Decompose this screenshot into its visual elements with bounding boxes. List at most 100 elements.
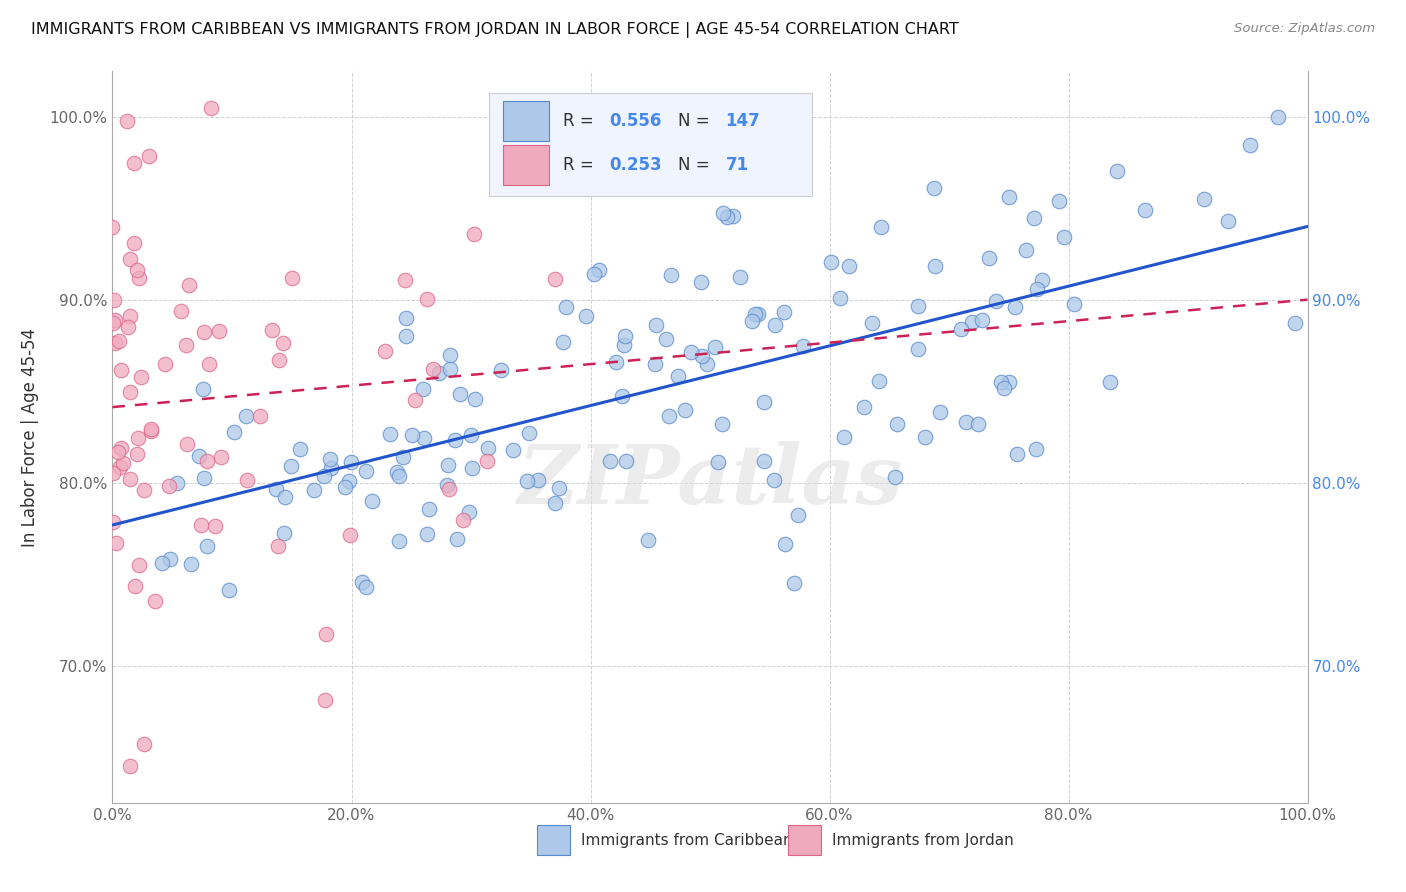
Point [422,362,444,376]
Point [111,456,134,470]
Point [170,304,193,318]
Point [208,324,231,338]
Point [696,357,718,371]
Point [128,270,150,285]
Point [1099,375,1122,389]
Point [461,461,484,475]
Point [852,401,875,415]
Point [610,389,633,403]
Point [108,459,131,474]
Point [645,318,668,332]
Point [139,424,162,438]
Point [752,454,775,468]
Point [115,113,138,128]
Point [744,307,766,321]
Point [312,469,335,483]
FancyBboxPatch shape [503,101,548,141]
Point [195,454,218,468]
Point [200,101,222,115]
Point [605,355,627,369]
Point [356,580,378,594]
Point [907,299,929,313]
Point [209,450,232,465]
Point [218,582,240,597]
Point [997,375,1019,389]
Point [394,272,416,286]
Point [339,528,361,542]
Point [266,482,288,496]
Point [412,382,434,396]
Point [191,382,214,396]
Point [179,277,201,292]
Point [388,533,411,548]
Point [690,349,713,363]
Point [101,220,124,235]
Point [984,294,1007,309]
Point [868,374,890,388]
Point [134,737,156,751]
Point [120,384,142,399]
Point [354,464,377,478]
Point [655,332,678,346]
Point [551,335,574,350]
Point [388,468,411,483]
Point [460,427,482,442]
Point [1004,300,1026,314]
Point [544,496,567,510]
Point [180,557,202,571]
Point [124,579,146,593]
Point [110,441,132,455]
Point [970,313,993,327]
Point [449,387,471,401]
Point [955,415,977,429]
Point [416,293,439,307]
Point [281,271,304,285]
Text: N =: N = [678,112,714,130]
Point [125,262,148,277]
Point [314,693,336,707]
Point [337,474,360,488]
Point [541,113,564,128]
Point [315,626,337,640]
Text: Immigrants from Jordan: Immigrants from Jordan [832,832,1014,847]
Point [274,491,297,505]
Text: Immigrants from Caribbean: Immigrants from Caribbean [581,832,793,847]
Point [118,252,141,266]
Point [139,422,162,436]
Point [1063,297,1085,311]
Point [924,259,946,273]
Point [820,255,842,269]
Point [928,405,950,419]
Point [747,307,769,321]
Point [1025,442,1047,456]
Text: IMMIGRANTS FROM CARIBBEAN VS IMMIGRANTS FROM JORDAN IN LABOR FORCE | AGE 45-54 C: IMMIGRANTS FROM CARIBBEAN VS IMMIGRANTS … [31,22,959,38]
Point [103,293,125,308]
Point [273,526,295,541]
Point [267,352,290,367]
Point [838,259,860,273]
Point [418,502,440,516]
Text: 71: 71 [725,156,748,174]
Point [280,458,302,473]
Point [222,425,245,439]
Point [491,363,513,377]
FancyBboxPatch shape [489,94,811,195]
Point [723,209,745,223]
Point [751,151,773,165]
Point [339,455,361,469]
Point [416,527,439,541]
Point [869,220,891,235]
Point [679,345,702,359]
Point [772,305,794,319]
Point [235,473,257,487]
Point [548,482,571,496]
Point [392,450,415,464]
Point [150,556,173,570]
Point [860,316,883,330]
Point [127,447,149,461]
Point [1239,137,1261,152]
Point [117,320,139,334]
Point [107,444,129,458]
Point [128,558,150,572]
Point [120,759,142,773]
